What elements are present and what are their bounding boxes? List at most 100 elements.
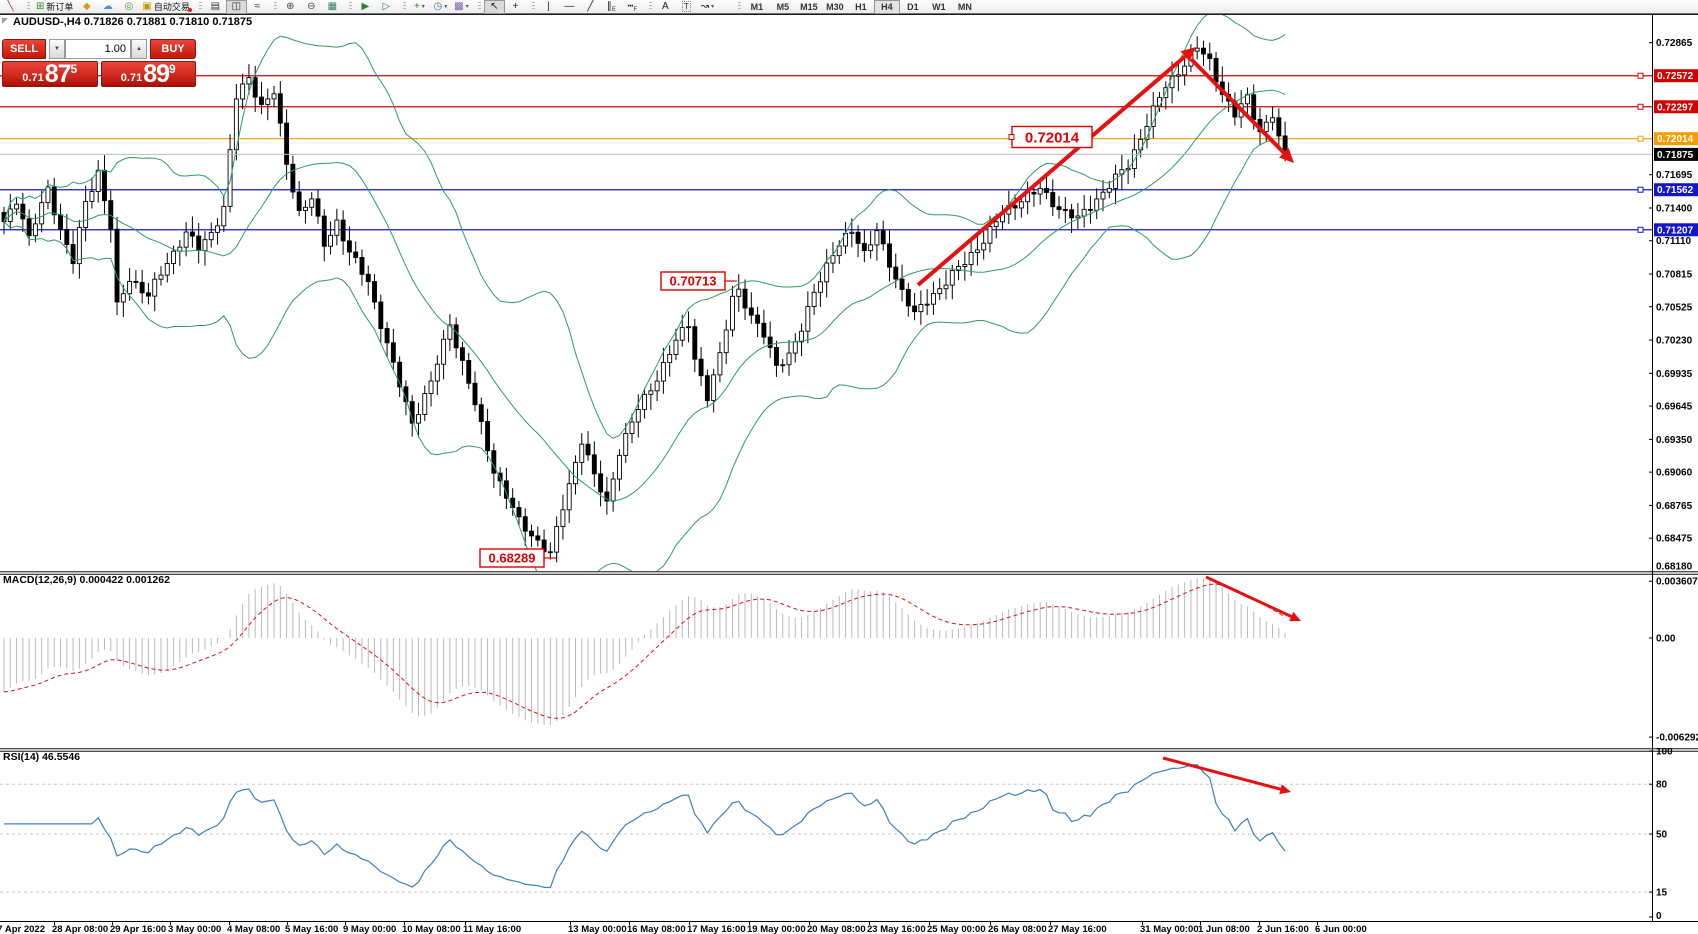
arrows-tool-icon-caret: ▾: [711, 4, 715, 10]
horizontal-line-icon[interactable]: ―: [559, 0, 580, 14]
timeframe-button-d1[interactable]: D1: [907, 1, 919, 12]
templates-icon[interactable]: ▩ ▾: [451, 0, 472, 14]
bar-chart-icon[interactable]: ▤: [205, 0, 226, 14]
trend-arrow[interactable]: [1189, 57, 1286, 155]
candle-body: [529, 530, 534, 537]
buy-button[interactable]: BUY: [150, 39, 196, 59]
autotrading-button[interactable]: ▣ 自动交易: [139, 0, 192, 14]
price-label-0-68289[interactable]: [479, 548, 545, 568]
line-chart-icon[interactable]: ≈: [247, 0, 268, 14]
crosshair-icon[interactable]: +: [505, 0, 526, 14]
resistance-line-2-handle[interactable]: [1637, 103, 1644, 110]
support-line-2-handle[interactable]: [1637, 226, 1644, 233]
community-icon[interactable]: ☁: [97, 0, 118, 14]
chart-window[interactable]: AUDUSD-,H4 0.71826 0.71881 0.71810 0.718…: [0, 14, 1698, 934]
date-axis-label: 3 May 00:00: [168, 924, 222, 934]
candle-body: [761, 322, 767, 338]
volume-input[interactable]: 1.00: [65, 39, 131, 59]
timeframe-button-m15[interactable]: M15: [800, 1, 818, 12]
support-line-1-handle[interactable]: [1637, 186, 1644, 193]
zoom-out-icon[interactable]: ⊖: [301, 0, 322, 14]
chart-shift-icon[interactable]: ▷: [376, 0, 397, 14]
vertical-line-icon[interactable]: |: [538, 0, 559, 14]
auto-scroll-icon[interactable]: ▶: [355, 0, 376, 14]
candle-body: [466, 359, 472, 384]
trend-arrow[interactable]: [1205, 575, 1292, 618]
resistance-line-1-price-tag: 0.72572: [1657, 71, 1694, 82]
candle-body: [635, 408, 641, 423]
text-label-icon[interactable]: T: [676, 0, 697, 14]
candlestick-chart-icon[interactable]: ◫: [225, 0, 247, 14]
date-axis-tick: [345, 922, 346, 925]
date-axis-label: 11 May 16:00: [463, 924, 522, 934]
signal-icon[interactable]: ◎: [118, 0, 139, 14]
price-axis-label: 0.70815: [1656, 270, 1693, 281]
candle-body: [899, 278, 905, 290]
periods-icon[interactable]: ◷ ▾: [430, 0, 451, 14]
main-price-chart[interactable]: 0.72865 0.71695 0.71400 0.71110 0.70815 0.705…: [0, 15, 1698, 571]
sell-price-display[interactable]: 0.71 87 5: [2, 61, 98, 87]
rsi-panel[interactable]: 100 80 50 15 0: [0, 748, 1698, 921]
date-axis-tick: [1317, 922, 1318, 925]
timeframe-button-w1[interactable]: W1: [932, 1, 946, 12]
new-order-button-label: 新订单: [46, 2, 74, 12]
arrows-tool-icon: ↝: [700, 0, 710, 12]
templates-icon-caret: ▾: [465, 4, 469, 10]
candle-body: [836, 245, 842, 257]
candle-body: [171, 250, 177, 264]
resistance-line-2-price-tag: [1654, 100, 1698, 114]
toolbar-separator: [648, 2, 652, 11]
candle-body: [874, 230, 880, 246]
sell-price-prefix: 0.71: [22, 72, 44, 84]
chart-title: AUDUSD-,H4 0.71826 0.71881 0.71810 0.718…: [13, 16, 253, 28]
tile-windows-icon[interactable]: ▦: [322, 0, 343, 14]
gold-icon[interactable]: ◆: [76, 0, 97, 14]
buy-price-display[interactable]: 0.71 89 9: [100, 61, 196, 87]
candle-body: [660, 362, 666, 382]
candle-body: [453, 324, 459, 349]
timeframe-button-h4[interactable]: H4: [873, 0, 900, 14]
candle-body: [849, 231, 855, 234]
volume-decrease-button[interactable]: ▼: [49, 39, 65, 59]
timeframe-button-m5[interactable]: M5: [776, 1, 790, 12]
zoom-in-icon[interactable]: ⊕: [280, 0, 301, 14]
candle-body: [773, 347, 779, 366]
periods-icon: ◷: [433, 0, 443, 12]
text-icon[interactable]: A: [655, 0, 676, 14]
cursor-icon[interactable]: ↖: [483, 0, 505, 14]
sell-button[interactable]: SELL: [2, 39, 46, 59]
orange-level-line-handle[interactable]: [1637, 135, 1644, 142]
price-label-0-72014-text: 0.72014: [1025, 129, 1080, 146]
new-order-button[interactable]: ⊞ 新订单: [33, 0, 76, 14]
fibonacci-icon[interactable]: ┅ F: [622, 0, 643, 14]
bollinger-upper-band: [3, 15, 1286, 439]
one-click-trading-panel: SELL ▼ 1.00 ▲ BUY 0.71 87 5 0.71 89 9: [2, 39, 196, 87]
candle-body: [604, 491, 610, 502]
candle-body: [1044, 187, 1049, 193]
timeframe-button-mn[interactable]: MN: [957, 1, 972, 12]
indicators-icon[interactable]: + ▾: [409, 0, 430, 14]
arrows-tool-icon[interactable]: ↝ ▾: [697, 0, 718, 14]
edge-sliver-icon: ╲: [7, 0, 14, 12]
one-click-toggle-icon[interactable]: [2, 18, 8, 24]
timeframe-button-m1[interactable]: M1: [750, 1, 764, 12]
channel-icon[interactable]: ∥ E: [601, 0, 622, 14]
trend-arrow[interactable]: [916, 54, 1187, 287]
trend-arrow[interactable]: [1162, 756, 1281, 791]
trendline-icon[interactable]: ╱: [580, 0, 601, 14]
edge-sliver-icon[interactable]: ╲: [0, 0, 21, 14]
candle-body: [1207, 53, 1213, 59]
volume-increase-button[interactable]: ▲: [131, 39, 147, 59]
candle-body: [309, 198, 315, 208]
resistance-line-1-handle[interactable]: [1637, 72, 1644, 79]
macd-panel[interactable]: 0.003607 0.00 -0.006292: [0, 571, 1698, 748]
text-label-icon: T: [681, 1, 691, 12]
candle-body: [905, 289, 911, 307]
price-label-0-70713[interactable]: [660, 271, 726, 291]
timeframe-button-h1[interactable]: H1: [855, 1, 867, 12]
candle-body: [868, 244, 874, 252]
date-axis-label: 28 Apr 08:00: [52, 924, 109, 934]
timeframe-button-m30[interactable]: M30: [826, 1, 844, 12]
candle-body: [949, 270, 955, 286]
